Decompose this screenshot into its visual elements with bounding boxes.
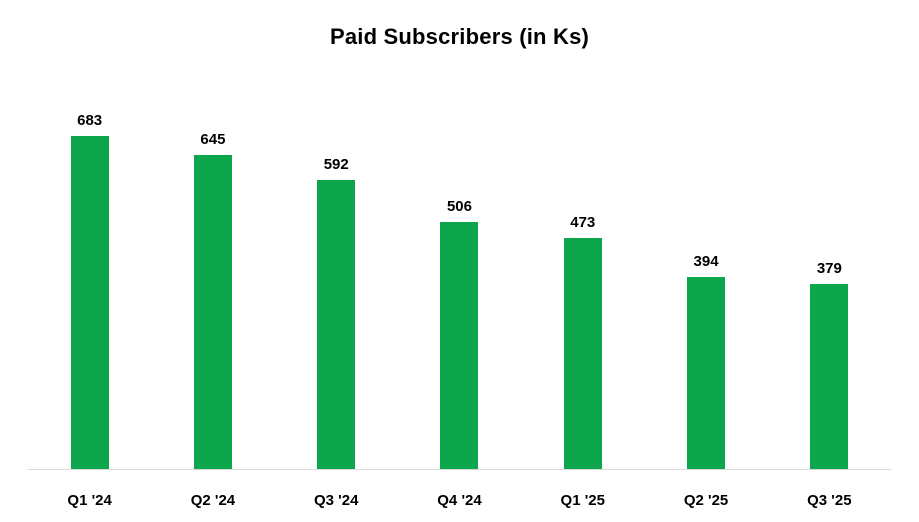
bar-column: 592 <box>281 84 391 469</box>
bar-value-label: 394 <box>693 252 719 270</box>
bar <box>193 154 232 469</box>
bar-value-label: 506 <box>446 198 472 216</box>
x-axis-label: Q2 '25 <box>683 492 729 509</box>
plot-area: 683 645 592 506 473 394 379 <box>28 84 891 470</box>
bar-value-label: 592 <box>323 156 349 174</box>
bar-value-label: 379 <box>816 260 842 278</box>
chart-title: Paid Subscribers (in Ks) <box>329 24 590 49</box>
bar <box>70 135 109 469</box>
x-axis-label: Q3 '24 <box>313 492 359 509</box>
x-axis-label: Q1 '25 <box>560 492 605 509</box>
bar <box>440 222 479 469</box>
bar-column: 645 <box>158 84 268 469</box>
x-axis: Q1 '24 Q2 '24 Q3 '24 Q4 '24 Q1 '25 Q2 '25 Q3 '… <box>28 492 891 509</box>
bar-column: 473 <box>528 84 638 469</box>
bar <box>810 284 849 469</box>
bar-column: 394 <box>651 84 761 469</box>
bar <box>687 276 726 469</box>
bar-column: 506 <box>404 84 514 469</box>
bar <box>317 180 356 469</box>
x-axis-label: Q4 '24 <box>437 492 482 509</box>
bar-value-label: 473 <box>570 214 596 232</box>
bar-value-label: 683 <box>77 111 103 129</box>
x-axis-label: Q2 '24 <box>190 492 236 509</box>
bar-column: 379 <box>774 84 884 469</box>
bar-column: 683 <box>35 84 145 469</box>
x-axis-label: Q3 '25 <box>807 492 852 509</box>
bar <box>563 238 602 469</box>
bar-value-label: 645 <box>200 130 226 148</box>
x-axis-label: Q1 '24 <box>67 492 112 509</box>
